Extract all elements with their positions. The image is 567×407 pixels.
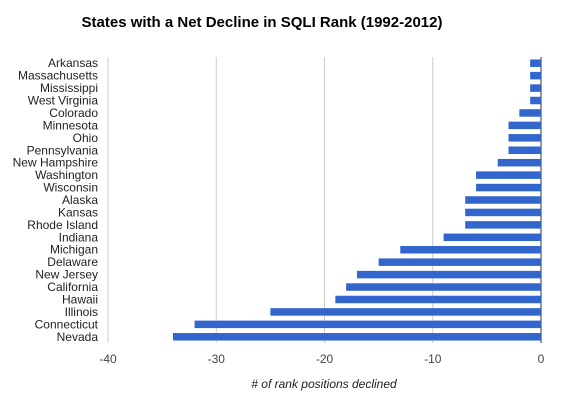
category-label: Massachusetts bbox=[18, 69, 98, 83]
category-label: Arkansas bbox=[48, 56, 98, 70]
bar bbox=[400, 245, 541, 254]
category-label: Alaska bbox=[62, 193, 98, 207]
bar bbox=[346, 283, 541, 291]
bar bbox=[335, 295, 541, 304]
category-label: Mississippi bbox=[40, 81, 98, 95]
bar bbox=[530, 59, 541, 67]
bar bbox=[519, 109, 541, 117]
category-label: Minnesota bbox=[43, 118, 99, 132]
category-label: Wisconsin bbox=[43, 181, 98, 195]
category-label: Nevada bbox=[57, 330, 99, 344]
bar bbox=[530, 84, 541, 92]
bar bbox=[270, 308, 541, 316]
bar bbox=[194, 320, 541, 329]
category-label: New Jersey bbox=[35, 268, 98, 282]
category-label: Ohio bbox=[73, 131, 99, 145]
bar bbox=[508, 134, 541, 142]
x-tick-label: -20 bbox=[316, 352, 334, 366]
bars bbox=[172, 59, 541, 341]
category-label: Connecticut bbox=[35, 317, 99, 331]
bar bbox=[508, 121, 541, 130]
category-label: Rhode Island bbox=[27, 218, 98, 232]
category-label: West Virginia bbox=[28, 94, 99, 108]
bar bbox=[476, 171, 541, 179]
category-label: Washington bbox=[35, 168, 98, 182]
category-label: Indiana bbox=[59, 230, 99, 244]
bar bbox=[172, 333, 541, 341]
bar bbox=[508, 146, 541, 155]
bar bbox=[443, 233, 541, 242]
bar bbox=[497, 158, 541, 167]
category-label: Hawaii bbox=[62, 292, 98, 306]
bar bbox=[378, 258, 541, 266]
x-tick-label: -10 bbox=[424, 352, 442, 366]
bar bbox=[476, 183, 541, 192]
bar bbox=[465, 221, 541, 229]
category-label: Pennsylvania bbox=[27, 143, 99, 157]
category-label: Illinois bbox=[65, 305, 98, 319]
bar bbox=[356, 270, 541, 279]
category-label: Delaware bbox=[47, 255, 98, 269]
x-tick-label: -40 bbox=[99, 352, 117, 366]
category-label: Michigan bbox=[50, 243, 98, 257]
category-label: Colorado bbox=[49, 106, 98, 120]
category-label: California bbox=[47, 280, 98, 294]
bar bbox=[530, 96, 541, 105]
bar bbox=[465, 208, 541, 217]
x-tick-label: 0 bbox=[538, 352, 545, 366]
bar bbox=[465, 196, 541, 204]
x-tick-labels: -40 -30 -20 -10 0 bbox=[99, 352, 544, 366]
category-label: New Hampshire bbox=[13, 156, 99, 170]
category-label: Kansas bbox=[58, 205, 98, 219]
bar bbox=[530, 71, 541, 80]
chart-title: States with a Net Decline in SQLI Rank (… bbox=[82, 14, 443, 31]
x-axis-title: # of rank positions declined bbox=[251, 377, 397, 391]
x-tick-label: -30 bbox=[208, 352, 226, 366]
